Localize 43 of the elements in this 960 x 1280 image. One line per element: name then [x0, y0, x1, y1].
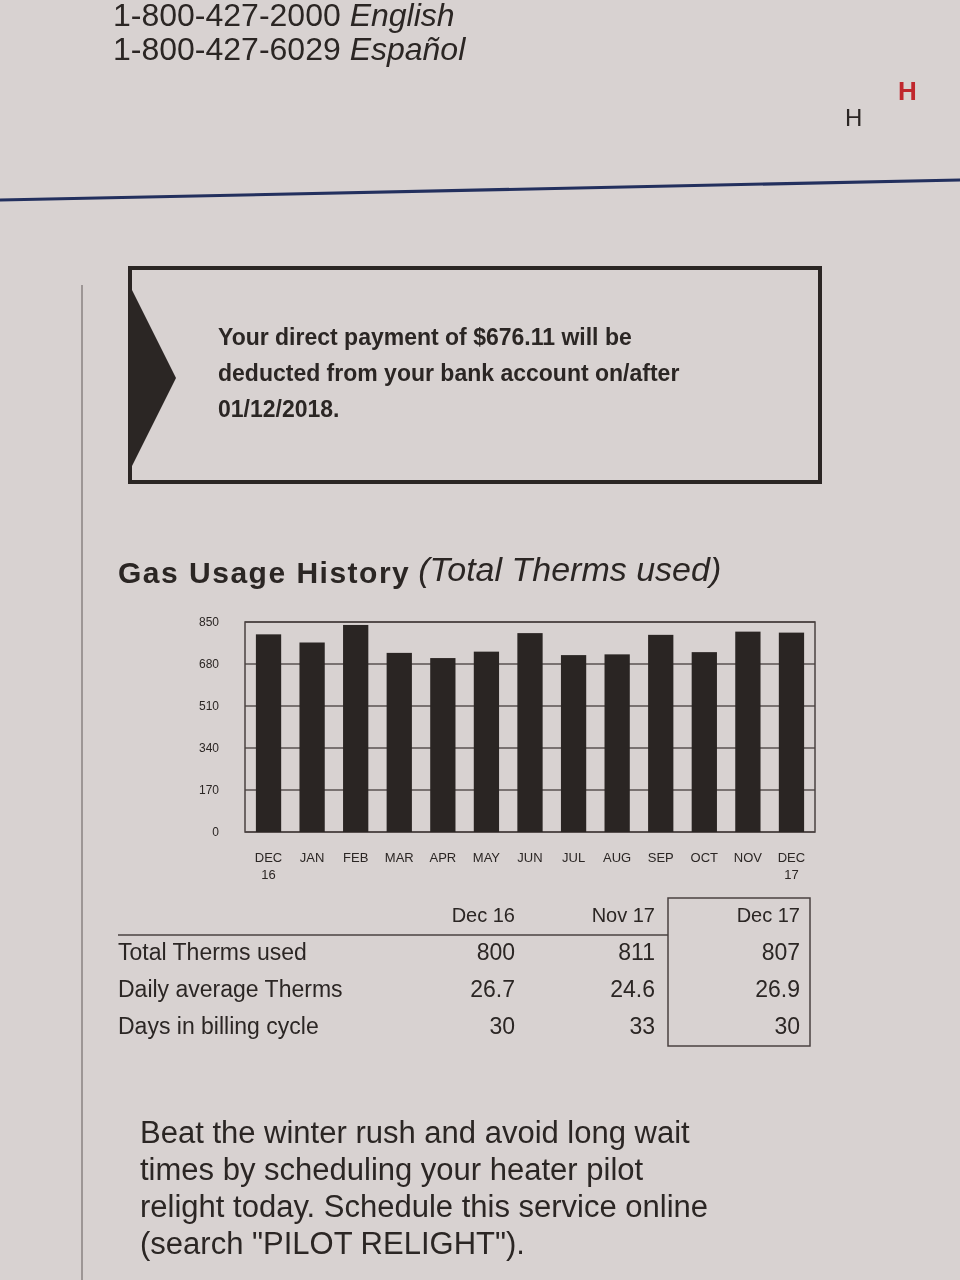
- text: H: [845, 104, 863, 131]
- bar: [386, 652, 412, 832]
- bar: [778, 632, 805, 832]
- x-tick-label: JUN: [517, 850, 543, 865]
- chart-title: Gas Usage History: [118, 556, 411, 589]
- x-tick-label: JUL: [562, 850, 586, 865]
- text: Days in billing cycle 30 33 30: [118, 1013, 800, 1039]
- y-tick-label: 680: [198, 657, 220, 672]
- y-tick-label: 850: [198, 615, 220, 630]
- bar: [343, 624, 369, 832]
- bar: [648, 634, 674, 832]
- chart-subtitle: (Total Therms used): [418, 550, 722, 588]
- x-tick-label: DEC 16: [254, 850, 283, 882]
- x-tick-label: JAN: [299, 850, 325, 865]
- x-tick-label: OCT: [690, 850, 719, 865]
- x-tick-label: NOV: [733, 850, 763, 865]
- x-tick-label: MAY: [472, 850, 501, 865]
- x-tick-label: FEB: [343, 850, 369, 865]
- bar: [473, 651, 500, 832]
- text: Your direct payment of $676.11 will be deducted from your bank account on/after 01/12/2018.: [218, 324, 680, 422]
- bar: [560, 655, 587, 832]
- bar: [299, 642, 325, 832]
- x-tick-label: AUG: [603, 850, 632, 865]
- bar: [255, 634, 282, 832]
- text: 1-800-427-2000 English: [113, 0, 455, 33]
- y-tick-label: 170: [198, 783, 220, 798]
- bar: [735, 631, 761, 832]
- text: H: [898, 76, 917, 106]
- y-tick-label: 510: [198, 699, 220, 714]
- x-tick-label: SEP: [647, 850, 674, 865]
- bar: [604, 654, 630, 832]
- text: Beat the winter rush and avoid long wait times by scheduling your heater pilot relight today. Schedule this service online (search "PILOT RELIGHT").: [140, 1115, 709, 1261]
- text: Total Therms used 800 811 807: [118, 939, 800, 965]
- x-tick-label: APR: [429, 850, 457, 865]
- y-tick-label: 340: [198, 741, 220, 756]
- bar: [430, 658, 456, 832]
- y-tick-label: 0: [212, 825, 220, 840]
- text: Dec 16 Nov 17 Dec 17: [451, 904, 800, 926]
- bar: [517, 633, 543, 832]
- text: Daily average Therms 26.7 24.6 26.9: [118, 976, 800, 1002]
- x-tick-label: MAR: [384, 850, 414, 865]
- x-tick-label: DEC 17: [777, 850, 806, 882]
- bar: [691, 652, 717, 832]
